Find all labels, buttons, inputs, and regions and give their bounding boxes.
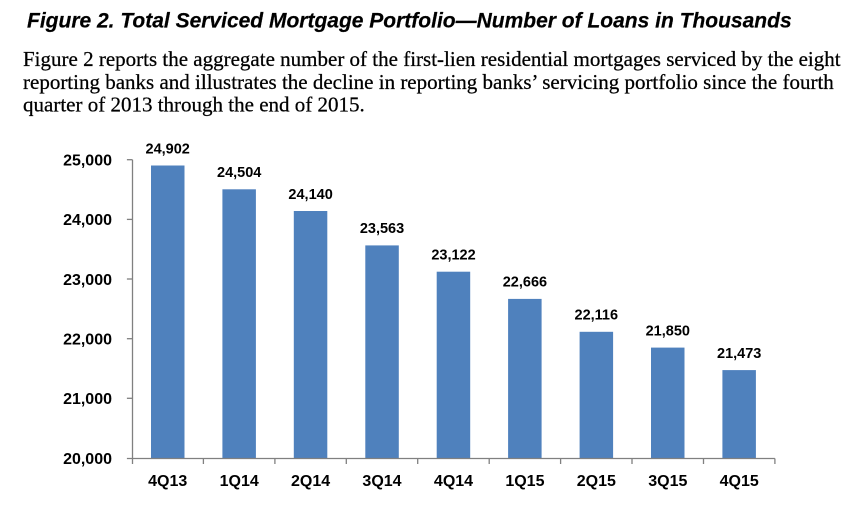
svg-text:24,140: 24,140 <box>288 187 332 203</box>
svg-text:25,000: 25,000 <box>63 153 112 170</box>
svg-text:4Q14: 4Q14 <box>434 473 473 490</box>
svg-text:quarter of 2013 through the en: quarter of 2013 through the end of 2015. <box>23 93 365 117</box>
svg-text:3Q14: 3Q14 <box>362 473 401 490</box>
svg-text:1Q14: 1Q14 <box>220 473 259 490</box>
svg-text:2Q14: 2Q14 <box>291 473 330 490</box>
svg-text:21,850: 21,850 <box>646 323 690 339</box>
svg-text:22,116: 22,116 <box>575 308 619 324</box>
svg-text:22,000: 22,000 <box>63 332 112 349</box>
svg-text:23,563: 23,563 <box>360 221 404 237</box>
svg-text:23,122: 23,122 <box>431 248 475 264</box>
svg-text:Figure 2 reports the aggregate: Figure 2 reports the aggregate number of… <box>23 47 841 71</box>
svg-text:reporting banks and illustrate: reporting banks and illustrates the decl… <box>23 70 834 94</box>
svg-text:22,666: 22,666 <box>503 275 547 291</box>
svg-text:4Q15: 4Q15 <box>720 473 759 490</box>
svg-text:24,000: 24,000 <box>63 212 112 229</box>
svg-text:3Q15: 3Q15 <box>648 473 687 490</box>
svg-text:21,000: 21,000 <box>63 391 112 408</box>
svg-text:1Q15: 1Q15 <box>505 473 544 490</box>
svg-text:21,473: 21,473 <box>717 346 761 362</box>
svg-text:24,504: 24,504 <box>217 165 261 181</box>
svg-text:4Q13: 4Q13 <box>148 473 187 490</box>
svg-text:23,000: 23,000 <box>63 272 112 289</box>
svg-text:Figure 2. Total Serviced Mortg: Figure 2. Total Serviced Mortgage Portfo… <box>27 10 792 33</box>
svg-text:24,902: 24,902 <box>146 141 190 157</box>
svg-text:20,000: 20,000 <box>63 451 112 468</box>
svg-text:2Q15: 2Q15 <box>577 473 616 490</box>
